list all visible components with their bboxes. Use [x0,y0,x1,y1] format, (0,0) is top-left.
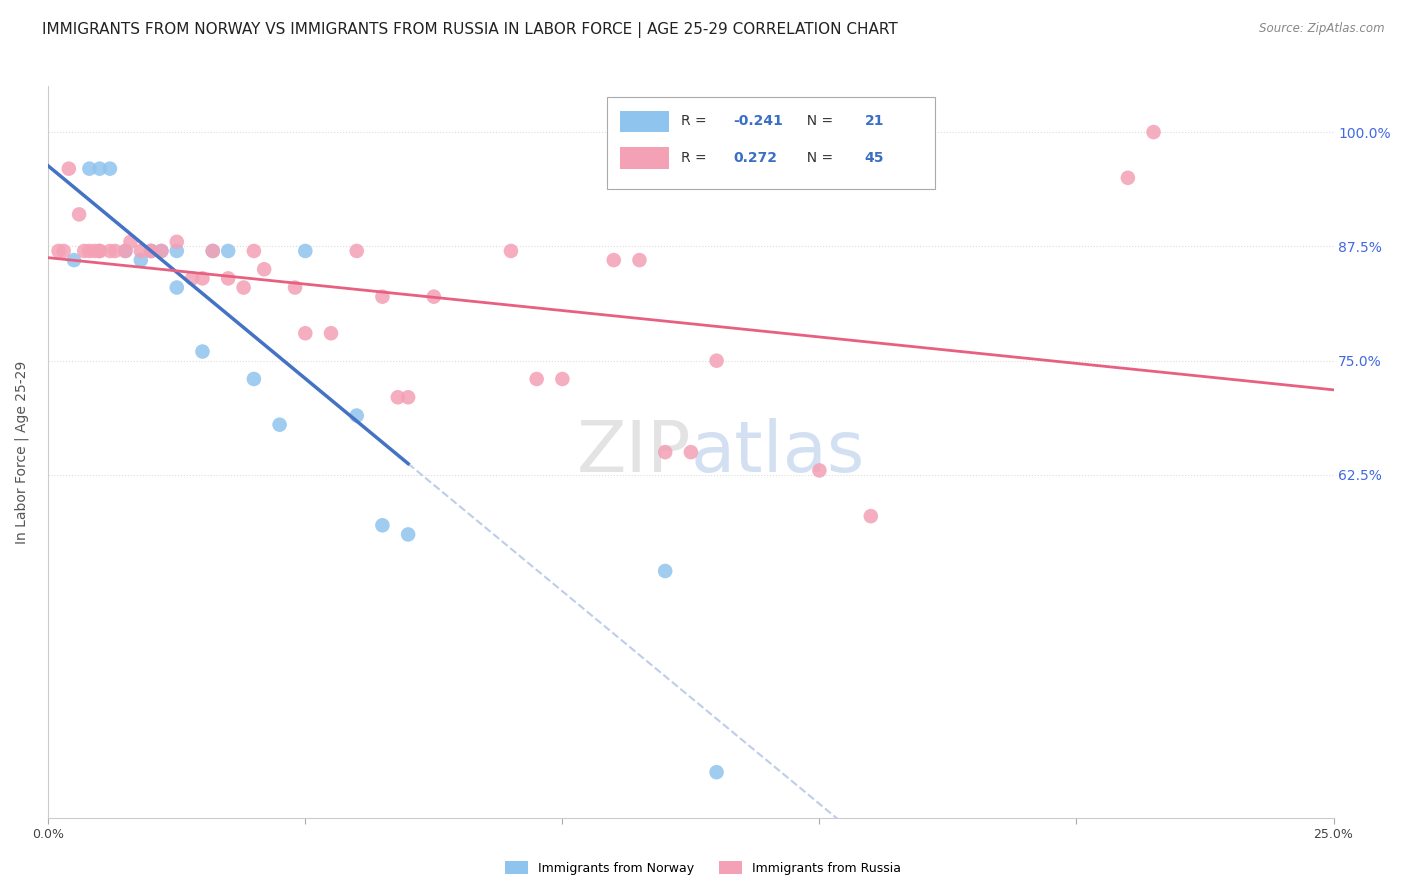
Point [706,765,728,780]
Point [139,244,162,258]
Text: atlas: atlas [690,417,865,487]
Point [1142,125,1164,139]
FancyBboxPatch shape [607,97,935,189]
Point [181,271,204,285]
Text: R =: R = [681,151,710,165]
Point [294,244,316,258]
Legend: Immigrants from Norway, Immigrants from Russia: Immigrants from Norway, Immigrants from … [499,855,907,881]
Point [166,235,188,249]
Point [89,244,111,258]
Point [346,244,368,258]
Point [79,244,101,258]
FancyBboxPatch shape [620,111,669,132]
Point [129,244,152,258]
Point [346,409,368,423]
Point [232,280,254,294]
Point [150,244,173,258]
Y-axis label: In Labor Force | Age 25-29: In Labor Force | Age 25-29 [15,360,30,544]
Point [253,262,276,277]
Point [48,244,70,258]
Point [166,280,188,294]
Point [603,253,626,268]
Point [284,280,307,294]
Point [83,244,105,258]
Point [150,244,173,258]
Point [1116,170,1139,185]
FancyBboxPatch shape [620,147,669,169]
Point [89,244,111,258]
Point [319,326,342,341]
Point [67,207,90,221]
Point [679,445,702,459]
Point [217,271,239,285]
Point [808,463,831,477]
Point [201,244,224,258]
Text: 45: 45 [865,151,884,165]
Point [139,244,162,258]
Text: N =: N = [797,114,837,128]
Point [63,253,86,268]
Point [243,244,266,258]
Point [98,244,121,258]
Point [201,244,224,258]
Point [104,244,127,258]
Point [499,244,522,258]
Point [654,445,676,459]
Point [58,161,80,176]
Point [79,161,101,176]
Point [706,353,728,368]
Point [396,390,419,404]
Text: Source: ZipAtlas.com: Source: ZipAtlas.com [1260,22,1385,36]
Text: -0.241: -0.241 [734,114,783,128]
Point [371,290,394,304]
Point [52,244,75,258]
Point [114,244,136,258]
Point [120,235,142,249]
Point [526,372,548,386]
Point [166,244,188,258]
Text: 21: 21 [865,114,884,128]
Point [191,271,214,285]
Point [217,244,239,258]
Point [396,527,419,541]
Point [129,253,152,268]
Point [191,344,214,359]
Text: R =: R = [681,114,710,128]
Point [139,244,162,258]
Point [114,244,136,258]
Point [628,253,651,268]
Text: N =: N = [797,151,837,165]
Point [371,518,394,533]
Point [89,161,111,176]
Point [551,372,574,386]
Point [387,390,409,404]
Point [269,417,291,432]
Text: IMMIGRANTS FROM NORWAY VS IMMIGRANTS FROM RUSSIA IN LABOR FORCE | AGE 25-29 CORR: IMMIGRANTS FROM NORWAY VS IMMIGRANTS FRO… [42,22,898,38]
Text: 0.272: 0.272 [734,151,778,165]
Point [423,290,446,304]
Point [73,244,96,258]
Text: ZIP: ZIP [576,417,690,487]
Point [243,372,266,386]
Point [294,326,316,341]
Point [98,161,121,176]
Point [859,509,882,524]
Point [654,564,676,578]
